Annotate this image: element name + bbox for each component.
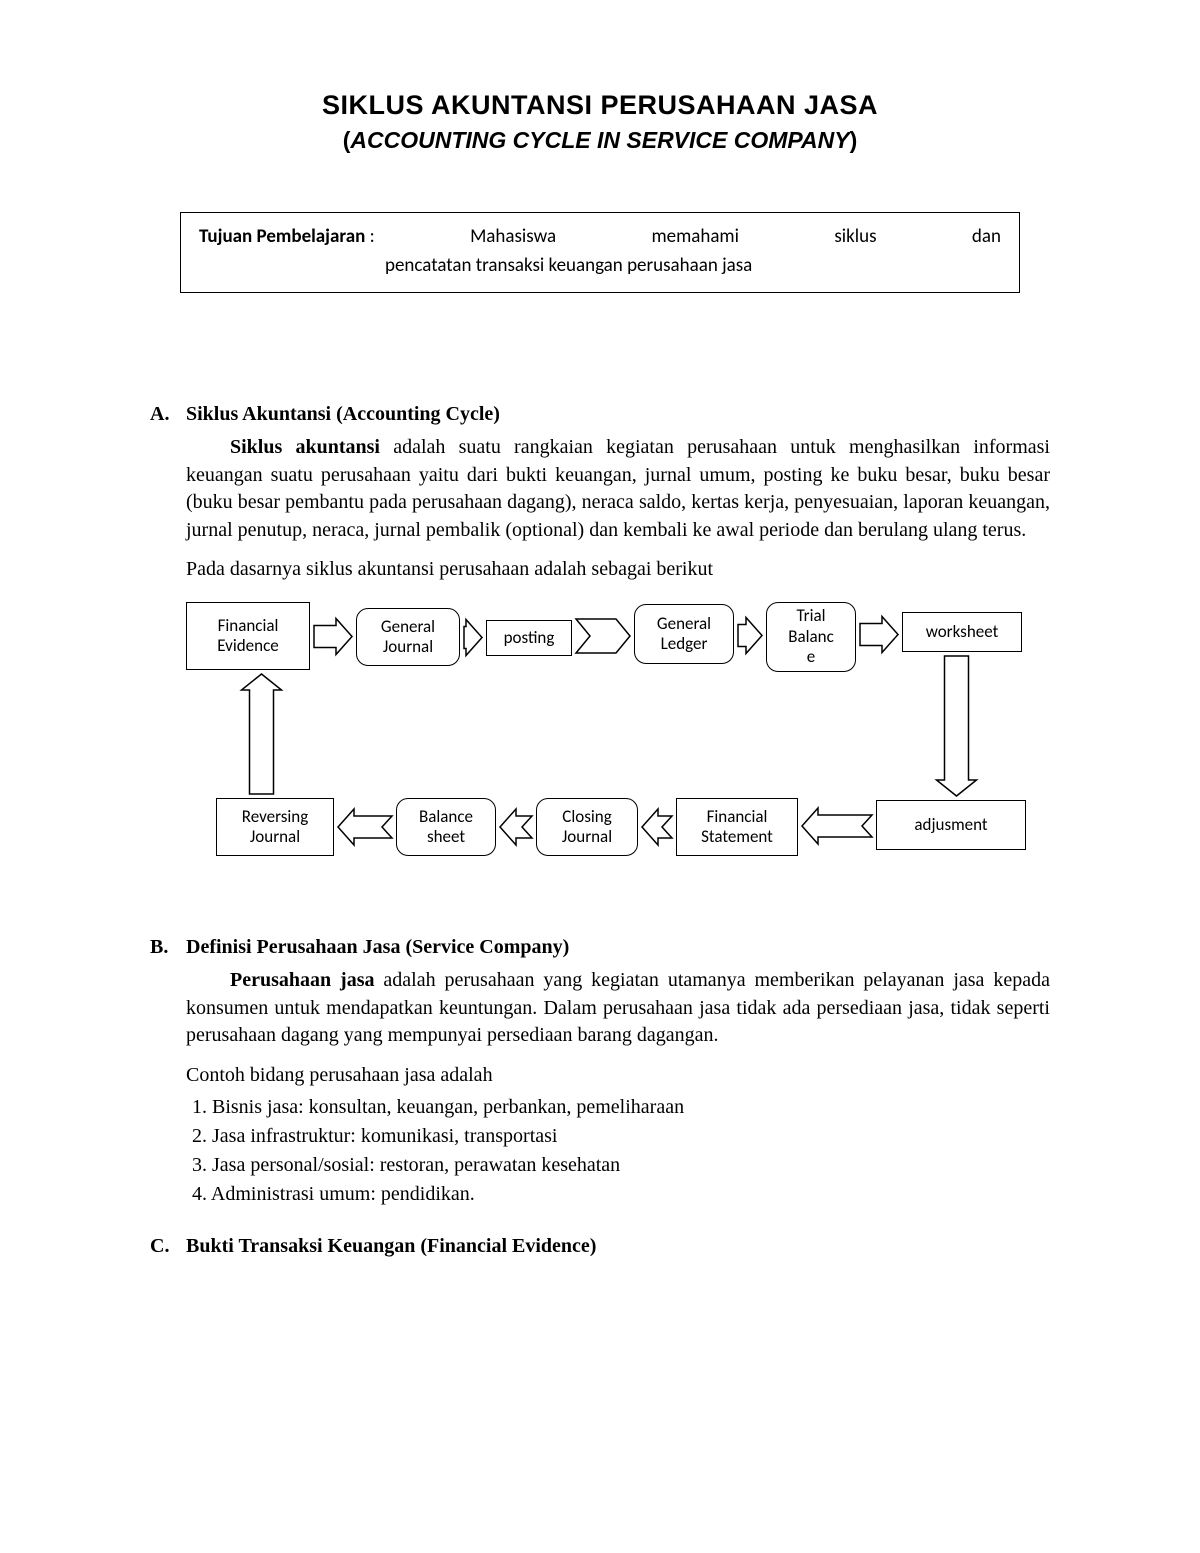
flowchart-arrow-a3 [576, 619, 630, 653]
flowchart-arrow-a4 [738, 617, 762, 653]
page-title: SIKLUS AKUNTANSI PERUSAHAAN JASA [150, 90, 1050, 121]
flowchart-arrow-a11 [242, 674, 282, 794]
section-c-title: Bukti Transaksi Keuangan (Financial Evid… [186, 1235, 596, 1258]
section-a-bold: Siklus akuntansi [230, 436, 380, 458]
section-b-bold: Perusahaan jasa [230, 969, 374, 991]
section-b-title: Definisi Perusahaan Jasa (Service Compan… [186, 936, 569, 959]
paren-close: ) [850, 127, 858, 153]
list-item: 2. Jasa infrastruktur: komunikasi, trans… [192, 1122, 1050, 1151]
objective-label-group: Tujuan Pembelajaran : [199, 223, 375, 252]
flowchart-arrow-a6 [937, 656, 977, 796]
flowchart-arrow-a2 [464, 619, 482, 655]
objective-line-1: Tujuan Pembelajaran : Mahasiswa memahami… [199, 223, 1001, 252]
document-page: SIKLUS AKUNTANSI PERUSAHAAN JASA (ACCOUN… [0, 0, 1200, 1553]
section-b-letter: B. [150, 936, 186, 959]
list-item: 1. Bisnis jasa: konsultan, keuangan, per… [192, 1093, 1050, 1122]
flowchart-arrow-a1 [314, 618, 352, 654]
objective-label: Tujuan Pembelajaran [199, 225, 365, 248]
obj-w1: Mahasiswa [470, 223, 556, 252]
section-b-header: B. Definisi Perusahaan Jasa (Service Com… [150, 936, 1050, 959]
list-item: 3. Jasa personal/sosial: restoran, peraw… [192, 1151, 1050, 1180]
flowchart-arrow-a8 [642, 809, 672, 845]
section-a-title: Siklus Akuntansi (Accounting Cycle) [186, 403, 500, 426]
section-c-header: C. Bukti Transaksi Keuangan (Financial E… [150, 1235, 1050, 1258]
section-a-paragraph-2: Pada dasarnya siklus akuntansi perusahaa… [186, 556, 1050, 584]
subtitle-italic: ACCOUNTING CYCLE IN SERVICE COMPANY [350, 127, 849, 153]
flowchart-arrow-a5 [860, 616, 898, 652]
section-c-letter: C. [150, 1235, 186, 1258]
section-b-paragraph-2: Contoh bidang perusahaan jasa adalah [186, 1062, 1050, 1090]
flowchart-arrows [186, 602, 1056, 932]
section-a-header: A. Siklus Akuntansi (Accounting Cycle) [150, 403, 1050, 426]
objective-line-2: pencatatan transaksi keuangan perusahaan… [199, 252, 1001, 281]
page-subtitle: (ACCOUNTING CYCLE IN SERVICE COMPANY) [150, 127, 1050, 154]
obj-w3: siklus [834, 223, 876, 252]
list-item: 4. Administrasi umum: pendidikan. [192, 1180, 1050, 1209]
obj-w4: dan [972, 223, 1001, 252]
flowchart-arrow-a10 [338, 809, 392, 845]
objective-colon: : [365, 225, 374, 248]
section-b-list: 1. Bisnis jasa: konsultan, keuangan, per… [192, 1093, 1050, 1209]
objective-box: Tujuan Pembelajaran : Mahasiswa memahami… [180, 212, 1020, 293]
section-b-paragraph-1: Perusahaan jasa adalah perusahaan yang k… [186, 967, 1050, 1050]
section-a-paragraph-1: Siklus akuntansi adalah suatu rangkaian … [186, 434, 1050, 544]
flowchart-arrow-a9 [500, 809, 532, 845]
section-a-letter: A. [150, 403, 186, 426]
flowchart-arrow-a7 [802, 808, 872, 844]
obj-w2: memahami [651, 223, 739, 252]
accounting-cycle-flowchart: FinancialEvidenceGeneralJournalpostingGe… [186, 602, 1050, 932]
